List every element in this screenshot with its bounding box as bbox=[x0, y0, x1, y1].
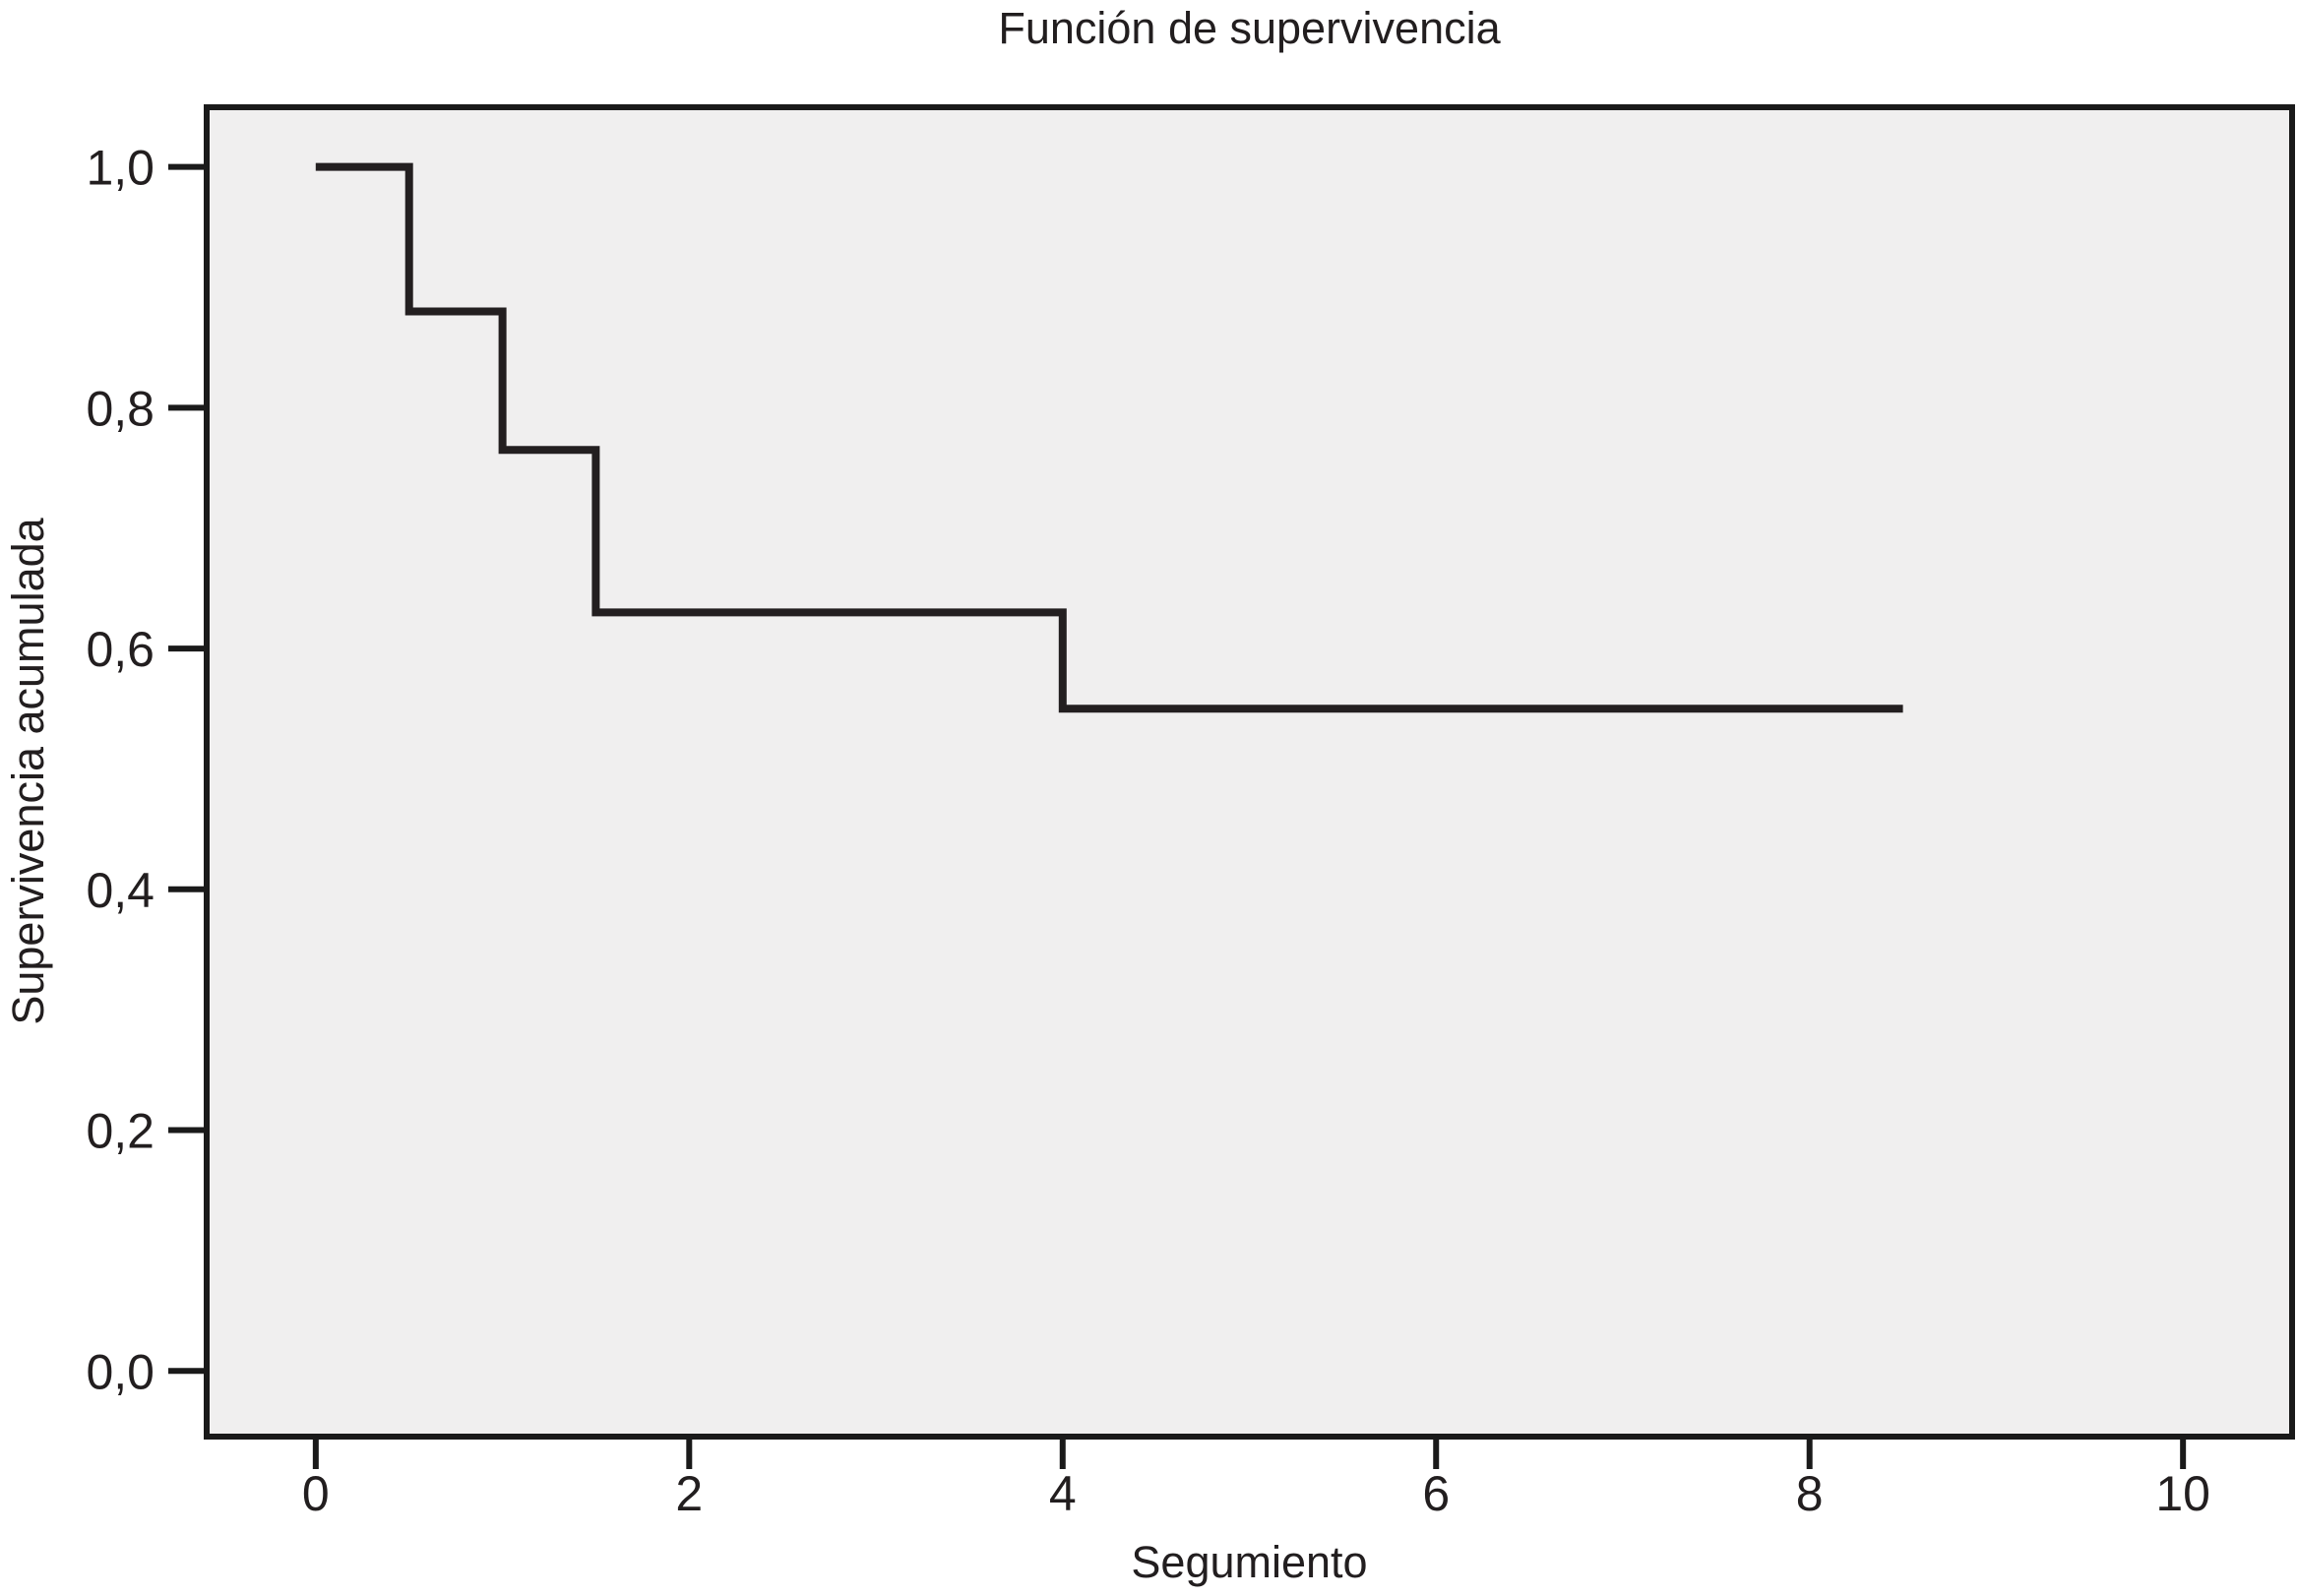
y-axis-tick-label: 0,0 bbox=[86, 1344, 155, 1399]
y-axis-tick-label: 0,2 bbox=[86, 1104, 155, 1159]
x-axis-tick-label: 4 bbox=[1049, 1466, 1077, 1521]
x-axis-label: Segumiento bbox=[1131, 1537, 1368, 1587]
y-axis-tick-label: 1,0 bbox=[86, 141, 155, 196]
y-axis-tick-label: 0,4 bbox=[86, 863, 155, 918]
plot-area bbox=[204, 104, 2295, 1440]
x-axis-tick-label: 6 bbox=[1422, 1466, 1450, 1521]
x-axis-tick-label: 2 bbox=[675, 1466, 703, 1521]
y-axis-tick-label: 0,8 bbox=[86, 381, 155, 436]
x-axis-tick-label: 10 bbox=[2155, 1466, 2210, 1521]
survival-curve bbox=[315, 162, 1903, 713]
x-axis-tick-label: 8 bbox=[1796, 1466, 1824, 1521]
y-axis-tick-label: 0,6 bbox=[86, 622, 155, 677]
chart-title: Función de supervivencia bbox=[998, 3, 1501, 53]
x-axis-tick-label: 0 bbox=[302, 1466, 330, 1521]
